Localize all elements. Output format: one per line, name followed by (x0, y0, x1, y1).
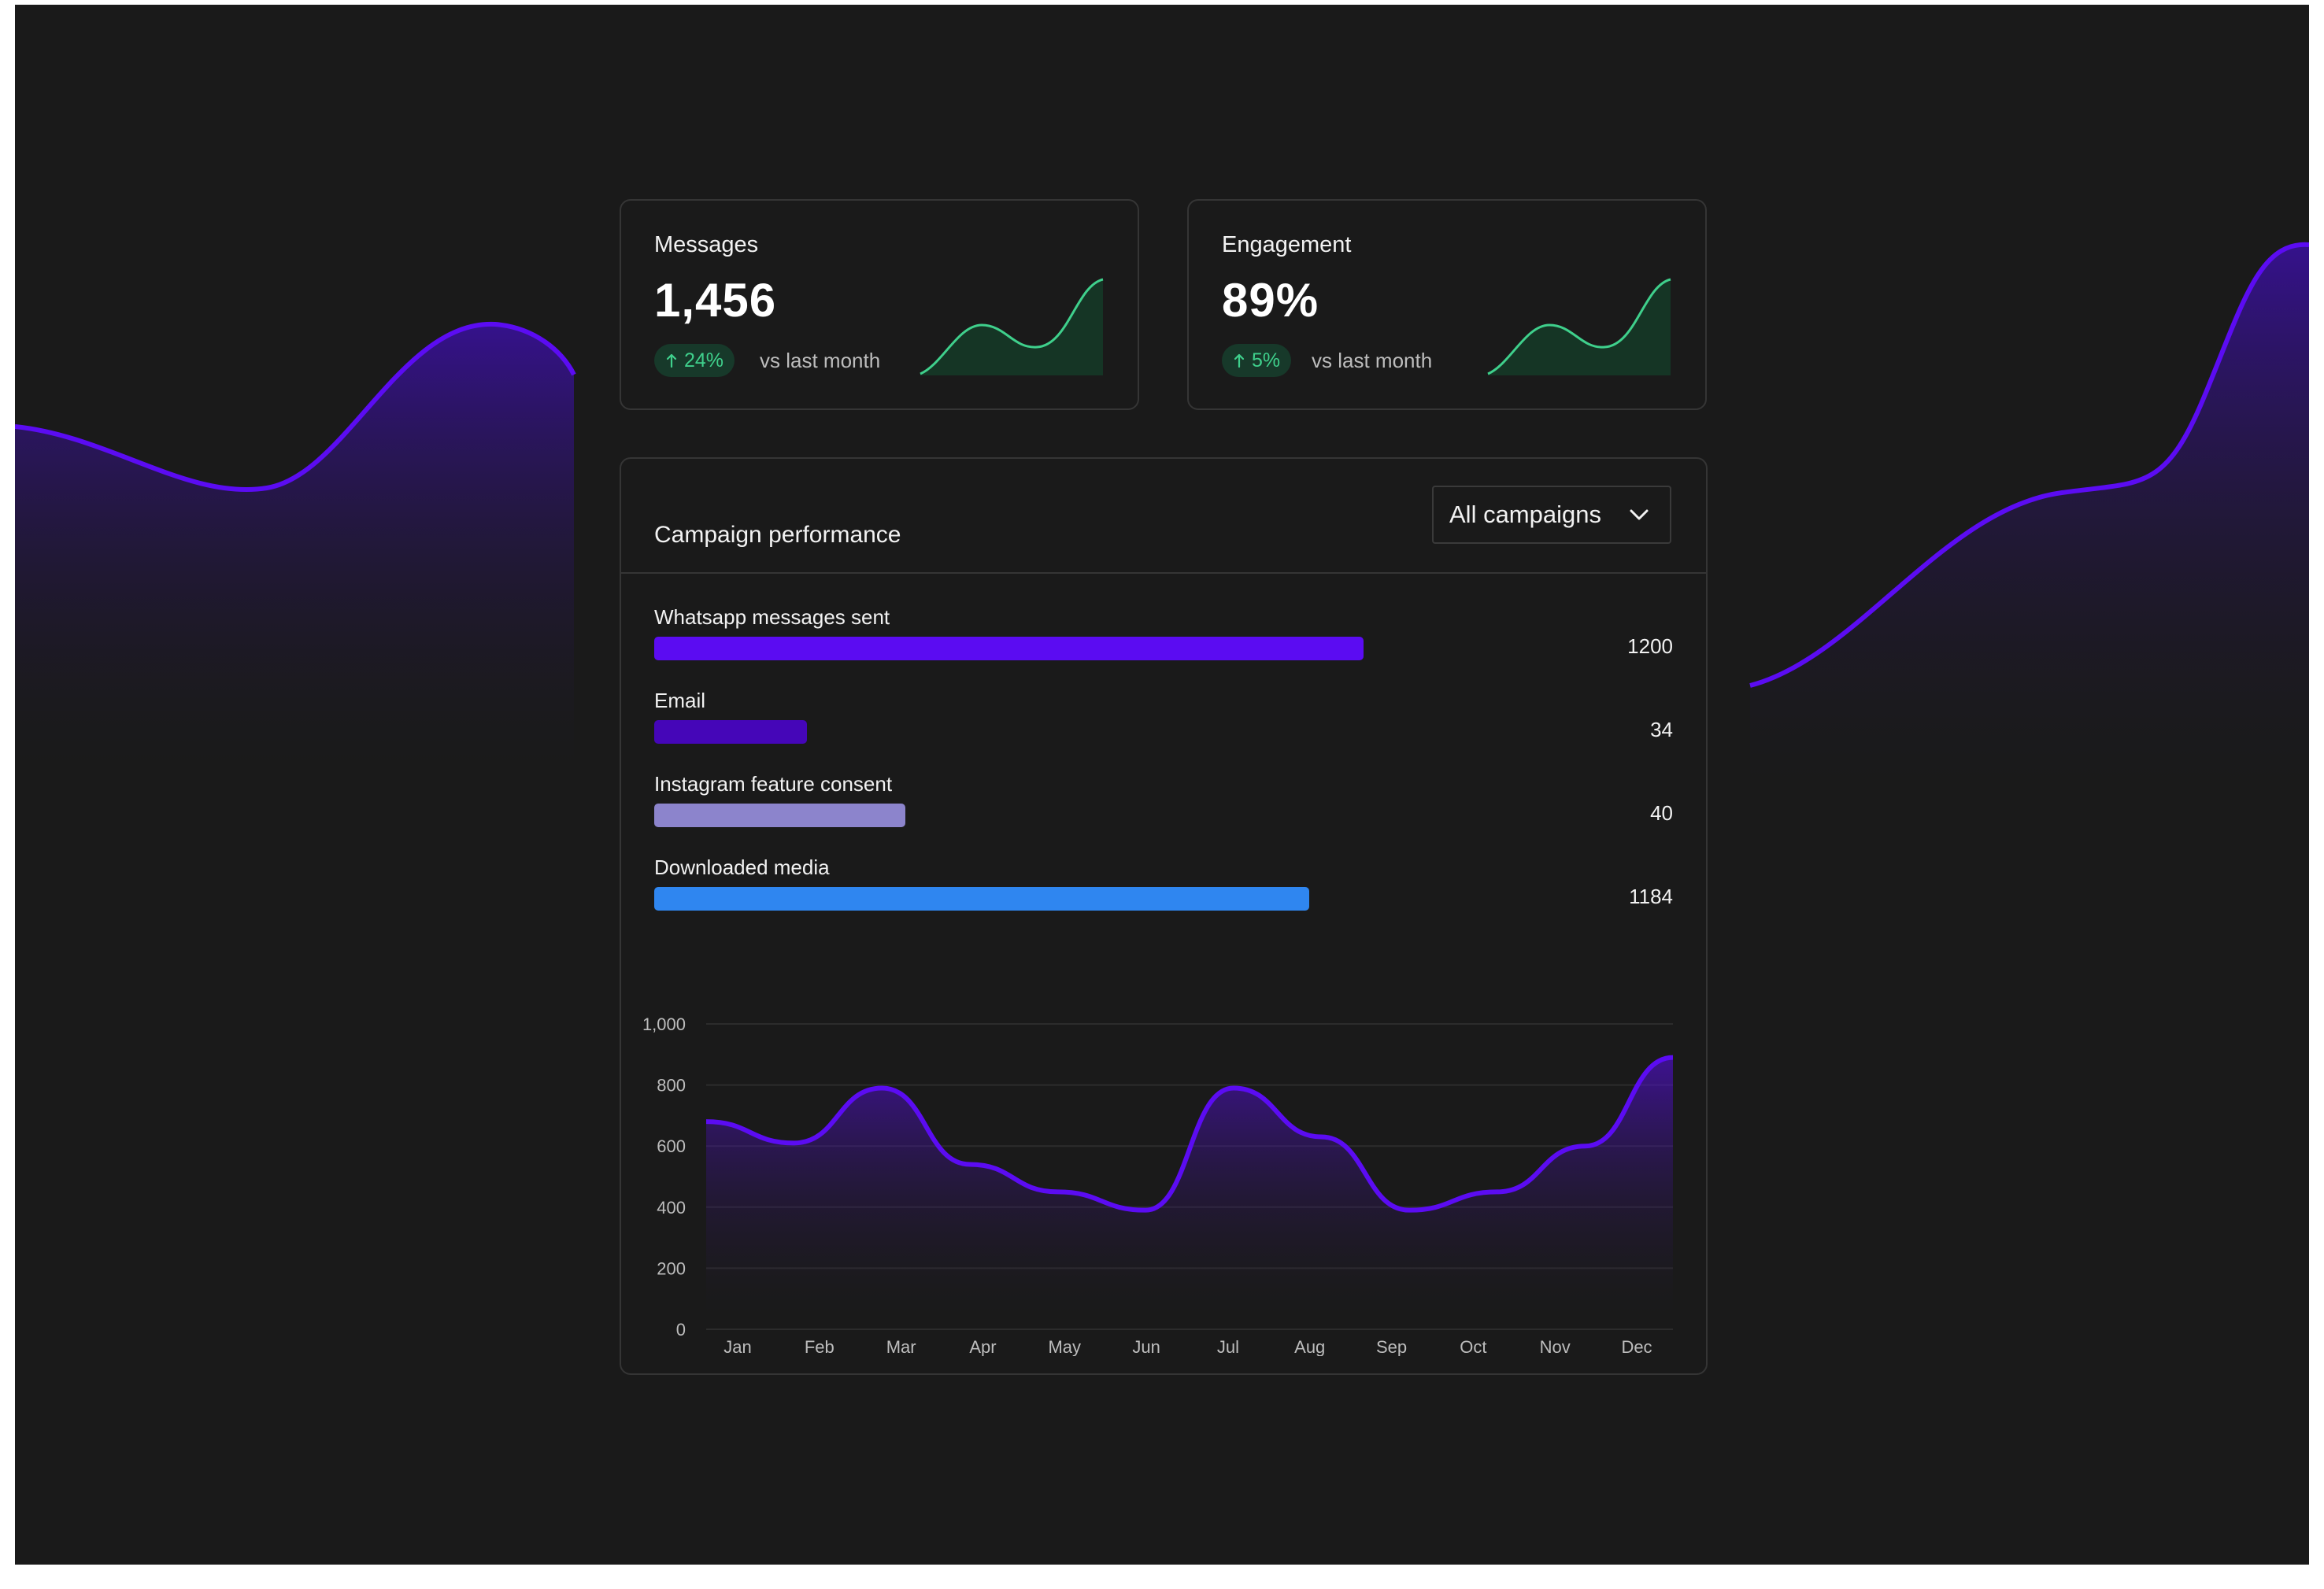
y-tick-label: 1,000 (642, 1014, 686, 1034)
stat-value: 1,456 (654, 274, 777, 327)
engagement-stat-card: Engagement 89% 5% vs last month (1187, 199, 1707, 410)
x-tick-label: May (1048, 1337, 1081, 1356)
bar-track (654, 804, 1599, 827)
change-badge: 24% (654, 344, 735, 377)
bar-label: Downloaded media (654, 855, 830, 879)
bar-row: Downloaded media 1184 (654, 855, 1673, 934)
x-tick-label: Mar (886, 1337, 916, 1356)
messages-sparkline (920, 278, 1104, 375)
stat-title: Engagement (1222, 232, 1352, 257)
comparison-text: vs last month (760, 349, 881, 372)
x-tick-label: Aug (1294, 1337, 1325, 1356)
bar-track (654, 720, 1599, 744)
chevron-down-icon (1630, 509, 1649, 520)
bar-value: 40 (1650, 801, 1673, 825)
comparison-text: vs last month (1312, 349, 1433, 372)
bar-fill (654, 804, 906, 827)
bar-fill (654, 637, 1364, 660)
change-value: 5% (1252, 349, 1281, 371)
y-tick-label: 200 (657, 1258, 686, 1278)
x-tick-label: Jul (1217, 1337, 1239, 1356)
x-tick-label: Jan (723, 1337, 751, 1356)
series-area (706, 1057, 1673, 1329)
bar-value: 1200 (1627, 634, 1673, 658)
x-tick-label: Apr (969, 1337, 996, 1356)
bar-track (654, 887, 1599, 911)
change-badge: 5% (1222, 344, 1292, 377)
background-wave-left (15, 321, 576, 792)
divider (621, 572, 1706, 574)
bar-row: Email 34 (654, 689, 1673, 767)
x-tick-label: Nov (1540, 1337, 1571, 1356)
x-tick-label: Oct (1460, 1337, 1486, 1356)
dashboard-canvas: Messages 1,456 24% vs last month Engagem… (15, 5, 2309, 1565)
campaign-performance-card: Campaign performance All campaigns Whats… (620, 457, 1708, 1375)
x-tick-label: Dec (1621, 1337, 1652, 1356)
arrow-up-icon (666, 353, 677, 368)
monthly-area-chart: 0 200 400 600 800 1,000 Jan Feb Mar Apr May Jun Jul A… (642, 1014, 1674, 1356)
bar-label: Whatsapp messages sent (654, 605, 890, 629)
bar-fill (654, 720, 807, 744)
messages-stat-card: Messages 1,456 24% vs last month (620, 199, 1139, 410)
dropdown-selected-value: All campaigns (1449, 501, 1601, 528)
background-wave-right (1749, 242, 2309, 815)
bar-row: Whatsapp messages sent 1200 (654, 605, 1673, 684)
x-tick-label: Sep (1376, 1337, 1407, 1356)
bar-track (654, 637, 1599, 660)
bar-fill (654, 887, 1310, 911)
y-tick-label: 0 (676, 1320, 686, 1340)
y-tick-label: 400 (657, 1198, 686, 1218)
series-line (705, 1055, 1674, 1213)
bar-label: Email (654, 689, 706, 712)
bar-row: Instagram feature consent 40 (654, 772, 1673, 851)
x-tick-label: Jun (1132, 1337, 1160, 1356)
stat-title: Messages (654, 232, 759, 257)
section-title: Campaign performance (654, 522, 901, 548)
y-tick-label: 600 (657, 1136, 686, 1156)
bar-value: 34 (1650, 718, 1673, 741)
bar-label: Instagram feature consent (654, 772, 893, 796)
stat-value: 89% (1222, 274, 1319, 327)
engagement-sparkline (1487, 278, 1671, 375)
bar-value: 1184 (1629, 885, 1673, 908)
change-value: 24% (684, 349, 724, 371)
campaign-filter-dropdown[interactable]: All campaigns (1432, 486, 1671, 544)
x-tick-label: Feb (805, 1337, 834, 1356)
arrow-up-icon (1234, 353, 1245, 368)
y-tick-label: 800 (657, 1076, 686, 1096)
